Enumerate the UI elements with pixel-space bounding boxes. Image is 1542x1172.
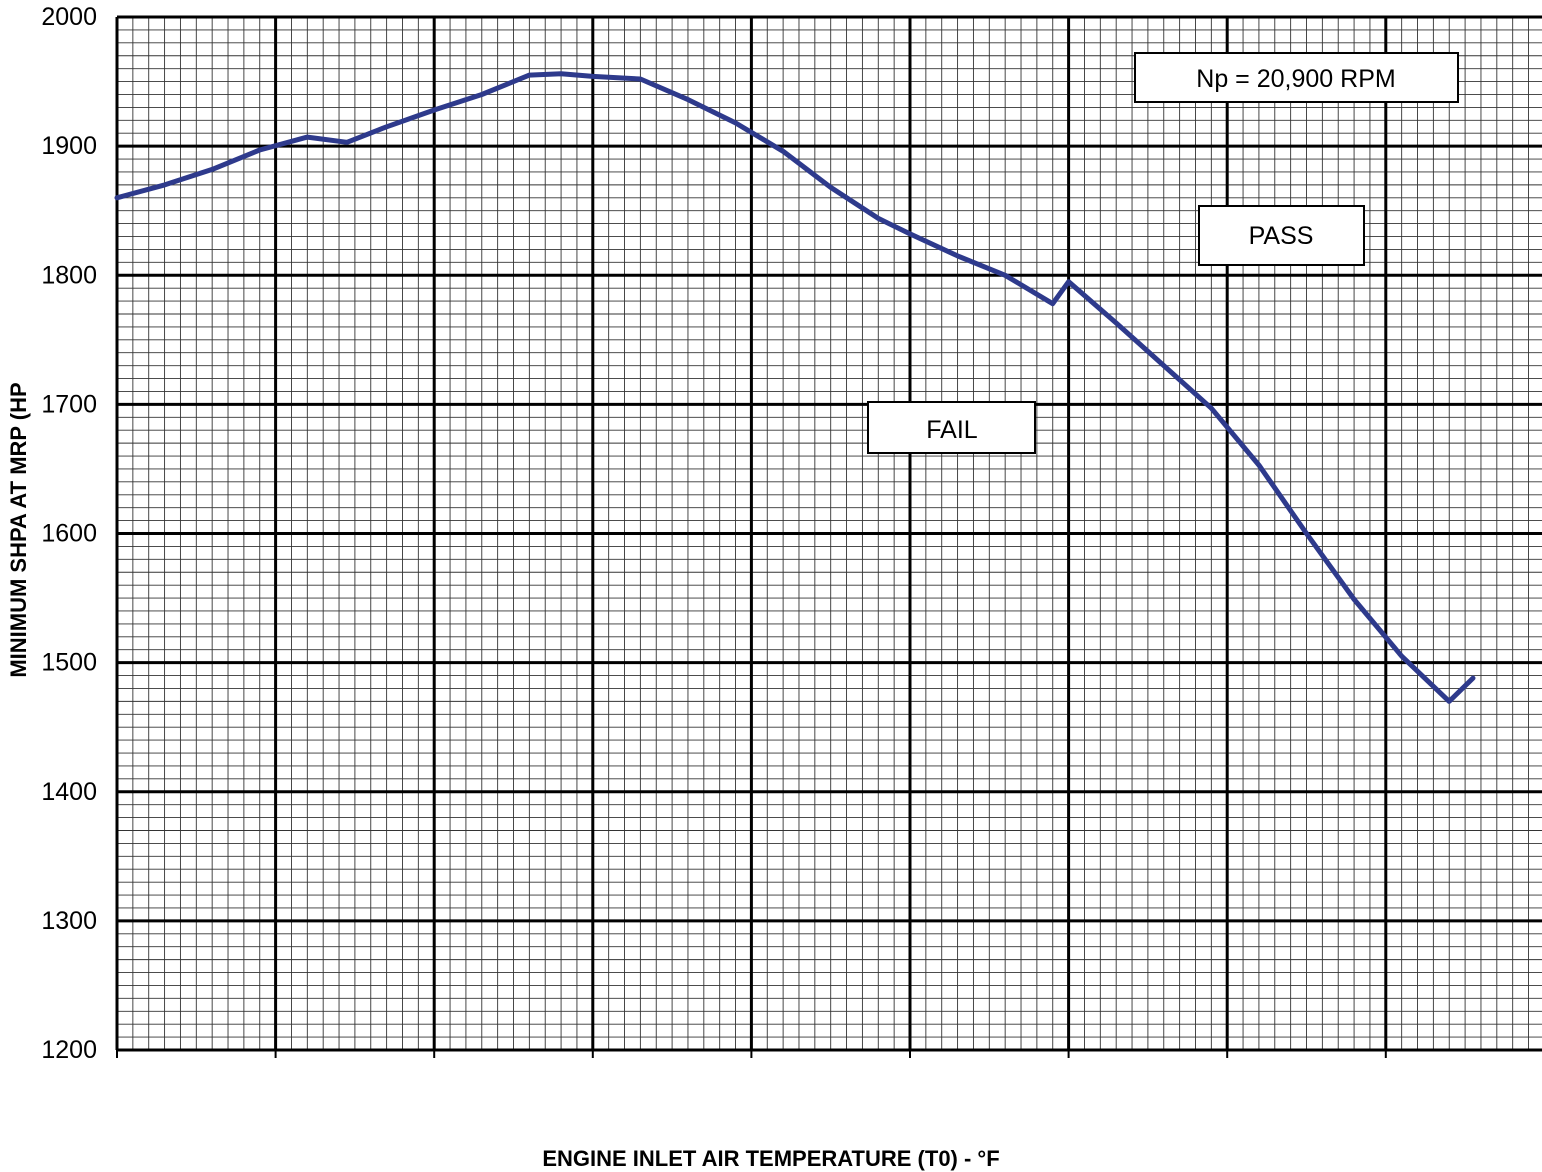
y-tick-label: 1500: [41, 649, 97, 677]
pass-annotation: PASS: [1249, 222, 1314, 250]
y-tick-label: 1600: [41, 520, 97, 548]
y-tick-label: 2000: [41, 3, 97, 31]
fail-annotation: FAIL: [926, 416, 978, 444]
x-axis-ticks: [116, 1050, 1387, 1058]
fail-annotation-box: FAIL: [867, 401, 1036, 454]
pass-annotation-box: PASS: [1198, 205, 1365, 266]
y-axis-title: MINIMUM SHPA AT MRP (HP: [6, 382, 31, 677]
rpm-annotation-box: Np = 20,900 RPM: [1134, 52, 1459, 103]
x-axis-title: ENGINE INLET AIR TEMPERATURE (T0) - °F: [542, 1146, 999, 1171]
series-line: [114, 71, 1476, 704]
y-tick-label: 1700: [41, 390, 97, 418]
major-grid: [115, 15, 1542, 1052]
y-tick-label: 1200: [41, 1036, 97, 1064]
y-tick-label: 1400: [41, 778, 97, 806]
y-axis-ticks: 2000 1900 1800 1700 1600 1500 1400 1300 1200: [41, 3, 97, 1064]
y-tick-label: 1800: [41, 261, 97, 289]
y-tick-label: 1300: [41, 907, 97, 935]
rpm-annotation: Np = 20,900 RPM: [1196, 65, 1395, 93]
y-tick-label: 1900: [41, 132, 97, 160]
